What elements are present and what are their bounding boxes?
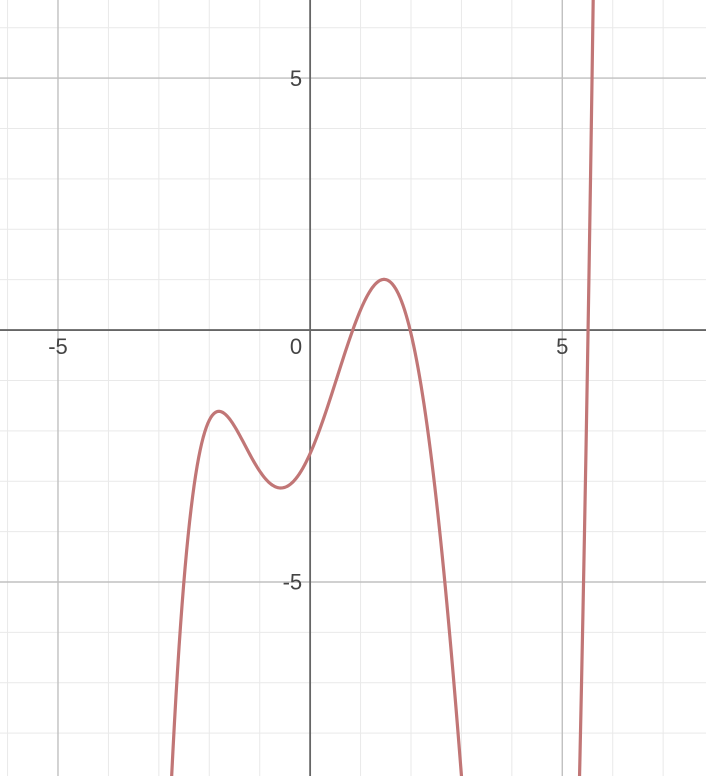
y-tick-label: -5 <box>283 570 303 595</box>
y-tick-label: 5 <box>290 66 302 91</box>
x-tick-label: 5 <box>556 334 568 359</box>
function-graph: -5 5 -5 5 0 <box>0 0 706 776</box>
origin-label: 0 <box>290 334 302 359</box>
chart-svg: -5 5 -5 5 0 <box>0 0 706 776</box>
x-tick-label: -5 <box>48 334 68 359</box>
